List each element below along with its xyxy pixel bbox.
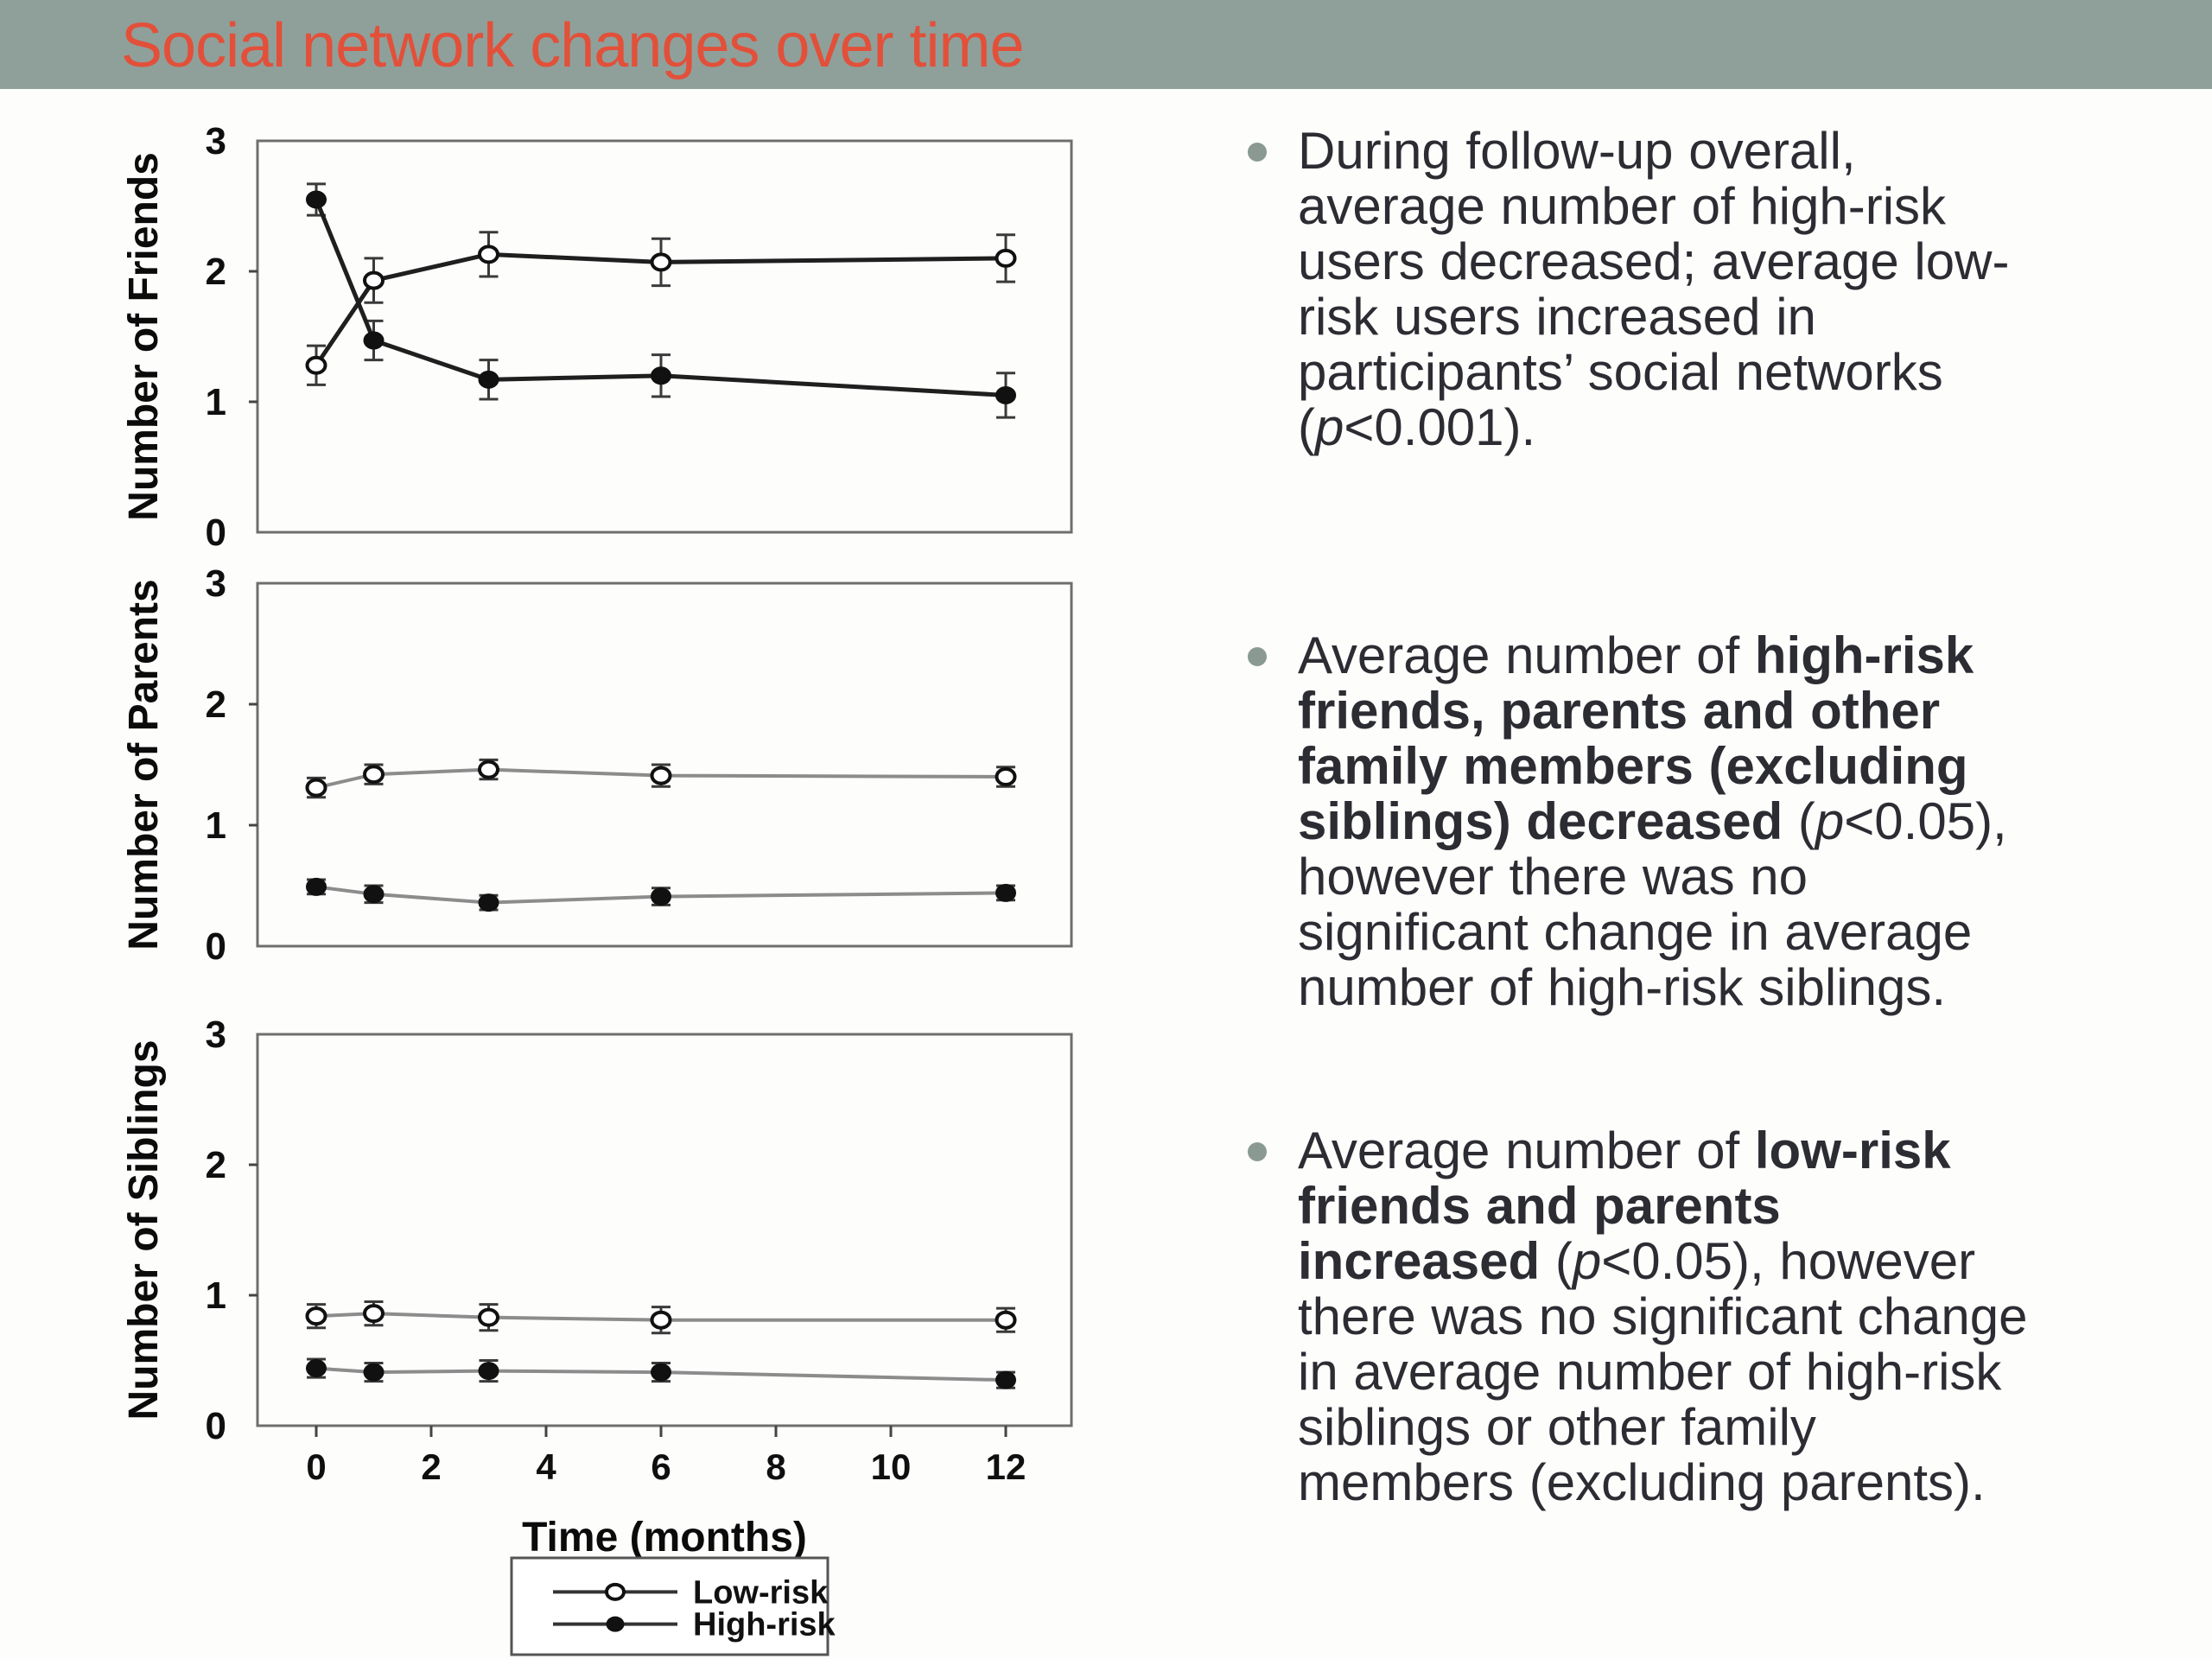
x-tick-label: 2 (421, 1446, 441, 1487)
bullet-text: During follow-up overall, average number… (1298, 122, 2010, 456)
bullet-text: Average number of low-risk friends and p… (1298, 1122, 2028, 1511)
x-tick-label: 10 (871, 1446, 912, 1487)
series-high-risk (306, 1357, 1016, 1389)
y-tick-label: 0 (206, 1405, 226, 1447)
open-circle-marker (478, 760, 499, 779)
y-tick-label: 0 (206, 512, 226, 554)
series-low-risk (305, 231, 1017, 386)
y-axis-title: Number of Friends (121, 152, 167, 521)
bullet-item: Average number of low-risk friends and p… (1248, 1123, 2212, 1510)
filled-circle-marker (995, 385, 1016, 404)
filled-circle-marker (363, 1363, 385, 1382)
x-tick-label: 4 (536, 1446, 556, 1487)
y-tick-label: 1 (206, 381, 226, 423)
bullet-item: During follow-up overall, average number… (1248, 124, 2212, 455)
legend-label: High-risk (693, 1607, 836, 1643)
filled-circle-marker (478, 893, 499, 912)
y-tick-label: 3 (206, 120, 226, 162)
bullet-dot-icon (1248, 647, 1267, 666)
x-axis-title: Time (months) (522, 1515, 807, 1560)
y-tick-label: 2 (206, 683, 226, 726)
plot-frame (256, 1033, 1073, 1427)
open-circle-marker (305, 1306, 327, 1326)
legend-label: Low-risk (693, 1574, 829, 1611)
y-tick-label: 2 (206, 1144, 226, 1186)
slide-title: Social network changes over time (121, 11, 1025, 80)
open-circle-marker (305, 778, 327, 798)
open-circle-marker (650, 252, 672, 272)
x-tick-label: 12 (986, 1446, 1027, 1487)
y-tick-label: 1 (206, 1274, 226, 1317)
filled-circle-marker (651, 1363, 671, 1382)
filled-circle-marker (306, 190, 327, 209)
open-circle-marker (363, 765, 385, 785)
open-circle-marker (605, 1582, 626, 1601)
open-circle-marker (650, 1310, 672, 1330)
y-axis-title: Number of Parents (121, 579, 167, 950)
filled-circle-marker (478, 1362, 499, 1381)
open-circle-marker (478, 1307, 499, 1327)
plot-frame (256, 582, 1073, 948)
series-high-risk (306, 877, 1016, 912)
y-tick-label: 3 (206, 563, 226, 605)
filled-circle-marker (363, 885, 385, 904)
filled-circle-marker (651, 366, 671, 385)
filled-circle-marker (306, 1359, 327, 1378)
x-tick-label: 0 (306, 1446, 326, 1487)
x-tick-label: 8 (766, 1446, 785, 1487)
open-circle-marker (305, 355, 327, 375)
y-tick-label: 1 (206, 804, 226, 847)
open-circle-marker (478, 245, 499, 264)
series-high-risk (306, 182, 1016, 419)
chart-number-of-friends: 0 1 2 3 Number of Friends (121, 120, 1073, 554)
filled-circle-marker (651, 887, 671, 906)
y-tick-label: 3 (206, 1014, 226, 1056)
x-tick-label: 6 (651, 1446, 671, 1487)
y-tick-label: 0 (206, 925, 226, 968)
filled-circle-marker (478, 370, 499, 389)
chart-number-of-parents: 0 1 2 3 Number of Parents (121, 563, 1073, 968)
bullet-dot-icon (1248, 143, 1267, 162)
open-circle-marker (995, 1310, 1017, 1330)
filled-circle-marker (363, 331, 385, 350)
open-circle-marker (995, 248, 1017, 268)
legend-box (510, 1556, 830, 1656)
filled-circle-marker (995, 883, 1016, 902)
filled-circle-marker (606, 1616, 625, 1632)
open-circle-marker (363, 1304, 385, 1324)
y-tick-label: 2 (206, 251, 226, 293)
bullet-dot-icon (1248, 1142, 1267, 1161)
series-low-risk (305, 1300, 1017, 1335)
series-low-risk (305, 758, 1017, 799)
open-circle-marker (650, 766, 672, 785)
open-circle-marker (995, 767, 1017, 786)
slide-header: Social network changes over time (0, 0, 2212, 89)
filled-circle-marker (995, 1370, 1016, 1389)
y-axis-title: Number of Siblings (121, 1039, 167, 1420)
bullet-text: Average number of high-risk friends, par… (1298, 626, 2007, 1016)
bullet-item: Average number of high-risk friends, par… (1248, 628, 2212, 1015)
open-circle-marker (363, 270, 385, 290)
filled-circle-marker (306, 877, 327, 896)
plot-frame (256, 139, 1073, 534)
